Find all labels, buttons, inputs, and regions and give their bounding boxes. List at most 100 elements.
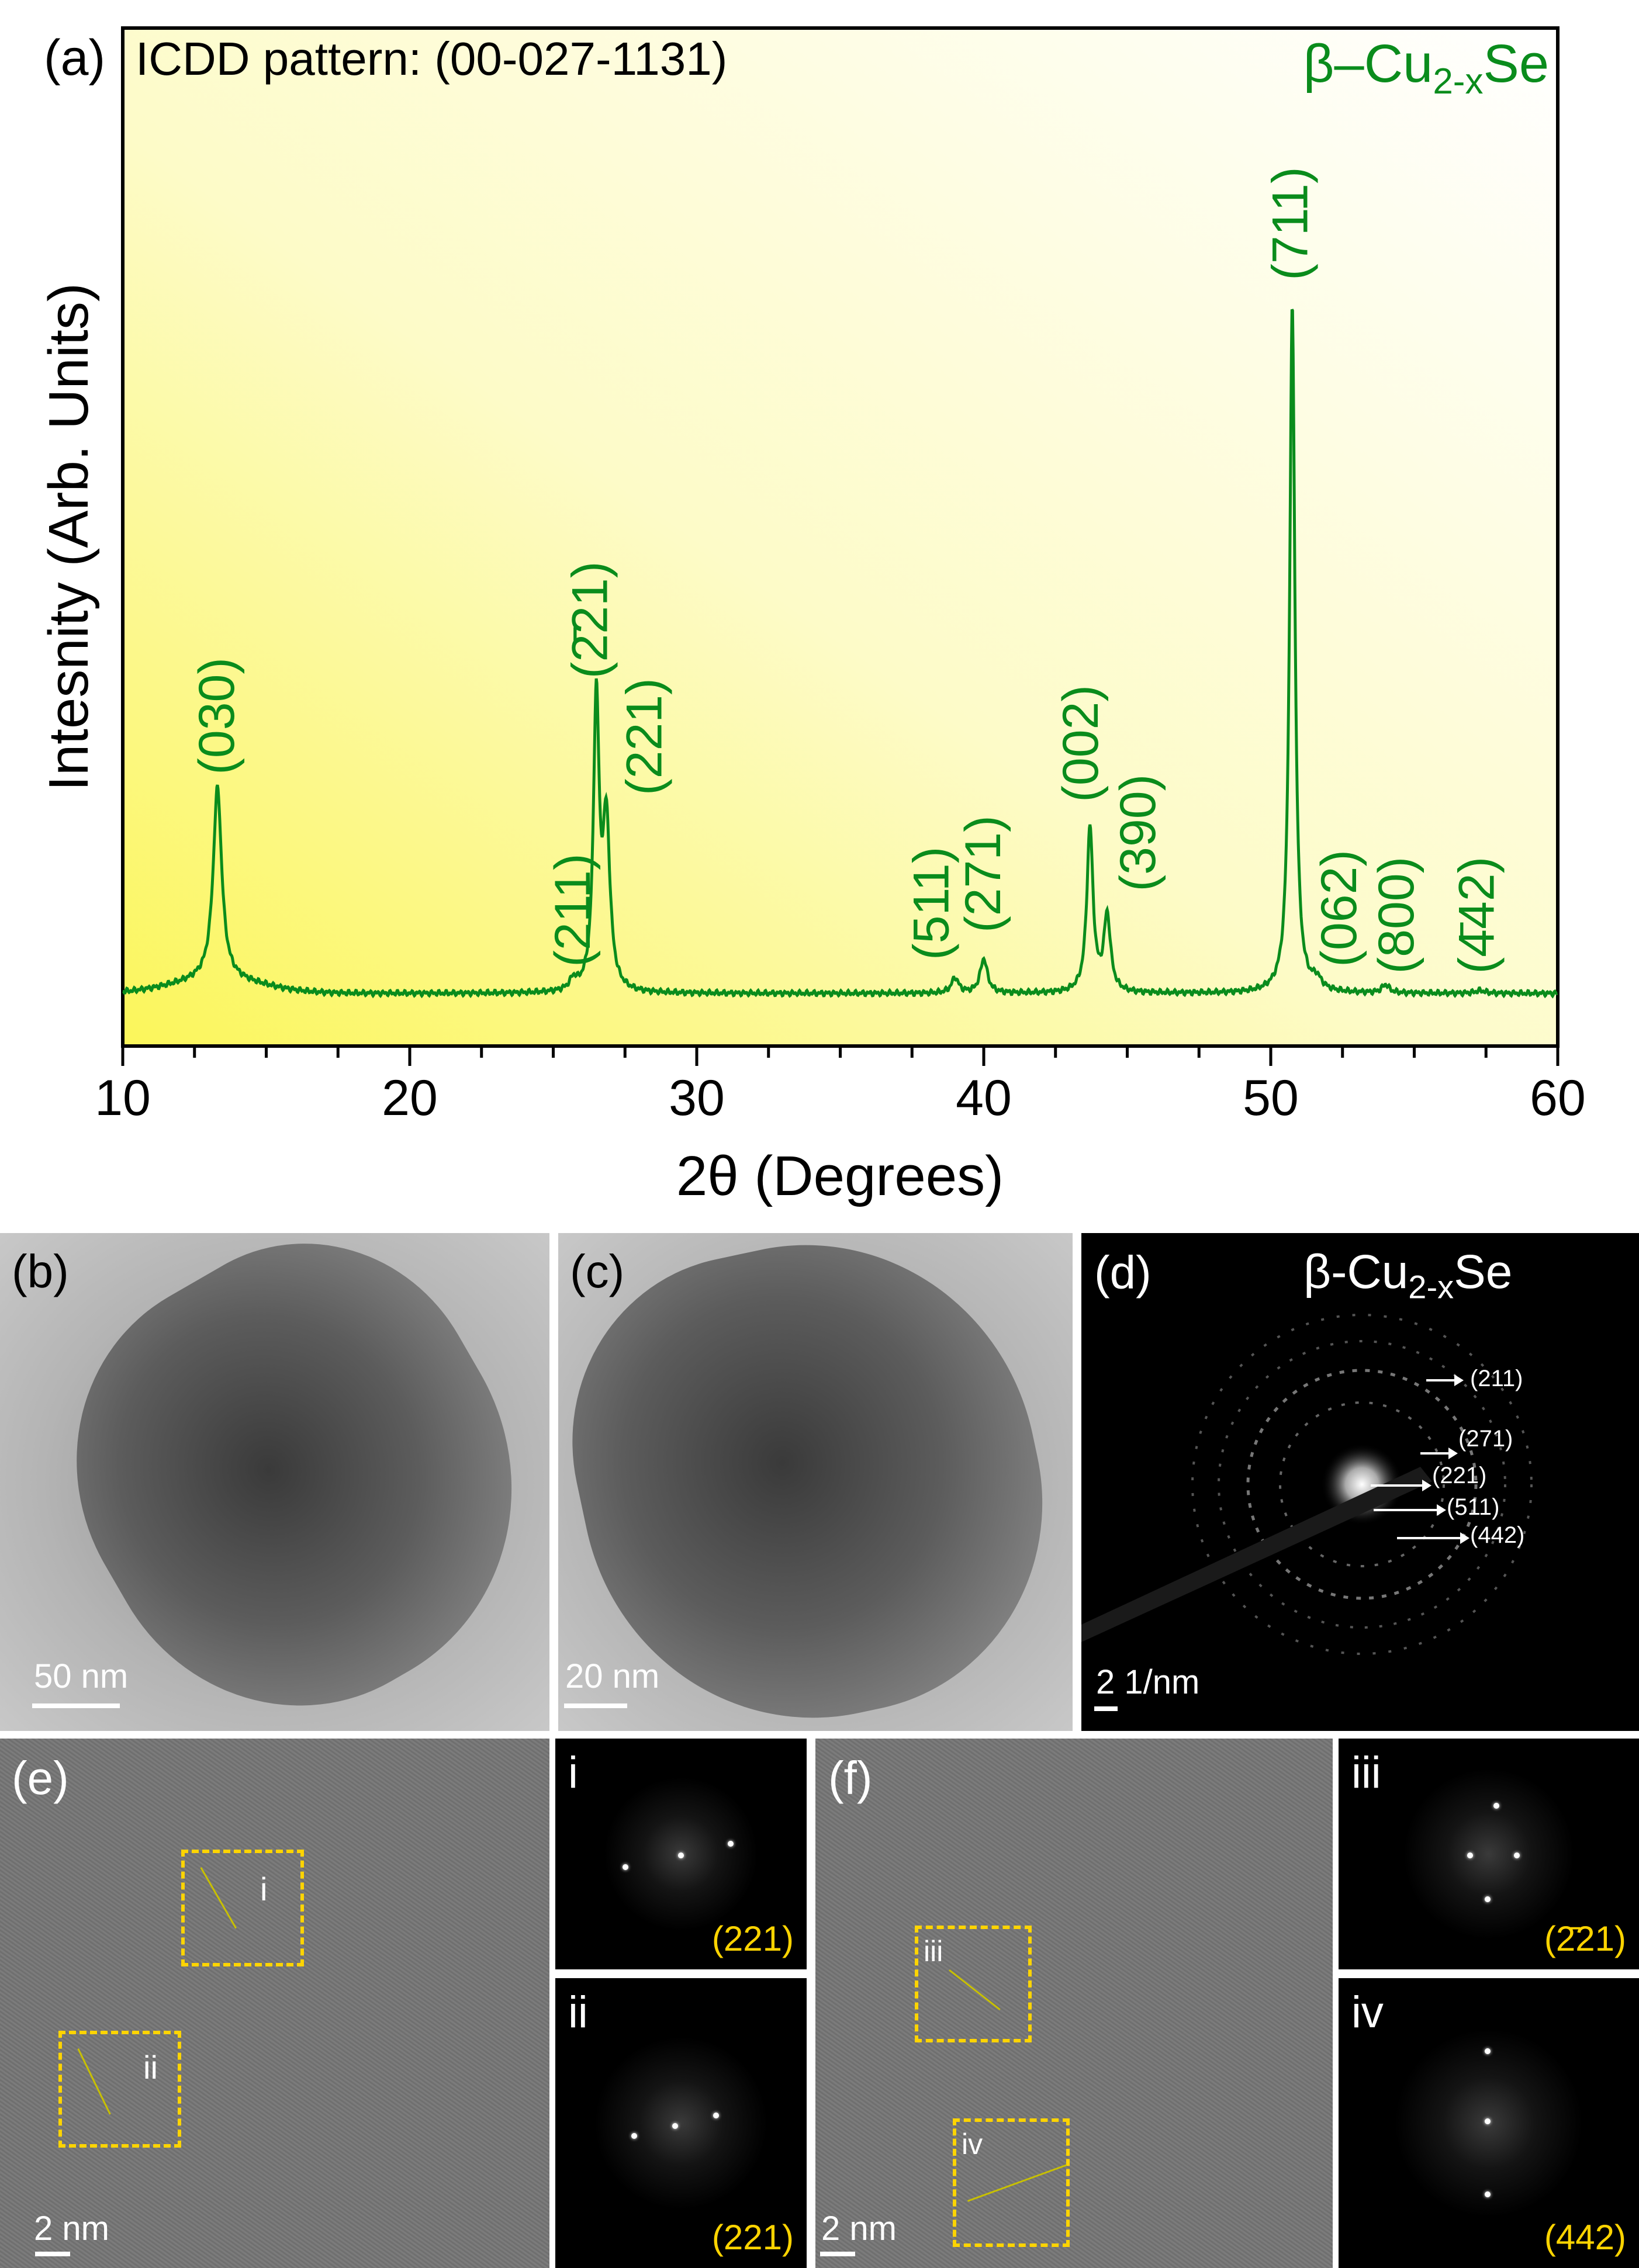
x-tick-label: 20 [382, 1070, 438, 1126]
scale-bar-label: 50 nm [34, 1657, 129, 1695]
fft-spot [1485, 2191, 1491, 2197]
ring-arrow [1397, 1532, 1469, 1544]
fft-plane-label: (2̄21) [1544, 1919, 1626, 1958]
panel-b-tem-image: (b) 50 nm [0, 1233, 549, 1731]
peak-label: (002) [1053, 685, 1109, 802]
fft-spot [1485, 1896, 1491, 1902]
x-tick-label: 40 [956, 1070, 1012, 1126]
fft-spot [631, 2133, 637, 2139]
panel-label-c: (c) [570, 1245, 625, 1297]
fft-spot [728, 1841, 734, 1847]
peak-label: (2̄21) [562, 561, 618, 678]
ring-arrow [1420, 1448, 1458, 1459]
x-tick-label: 10 [95, 1070, 151, 1126]
fft-plane-label: (221) [711, 2218, 794, 2257]
x-tick-label: 60 [1530, 1070, 1586, 1126]
xrd-chart: 10 20 30 40 50 60 (030)(211)(2̄21)(221)(511)(… [37, 26, 1586, 1207]
scale-bar [32, 1703, 120, 1708]
peak-label: (4̄42) [1449, 857, 1505, 974]
x-tick-label: 30 [669, 1070, 725, 1126]
diffraction-ring [1246, 1369, 1478, 1600]
scale-bar [564, 1703, 627, 1708]
x-axis-label: 2θ (Degrees) [676, 1145, 1004, 1207]
chart-title: ICDD pattern: (00-027-1131) [136, 33, 727, 85]
fft-spot [672, 2123, 678, 2129]
fft-spot [1493, 1803, 1499, 1809]
saed-rings [1081, 1314, 1533, 1655]
peak-label: (030) [189, 657, 245, 775]
scale-bar [820, 2252, 855, 2256]
panel-e-hrtem-image: (e) i ii 2 nm [0, 1739, 549, 2268]
diffraction-ring [1279, 1401, 1445, 1567]
beam-stopper [1081, 1467, 1432, 1642]
scale-bar-label: 20 nm [565, 1657, 660, 1695]
xrd-series-line [122, 309, 1558, 999]
ring-arrow [1426, 1374, 1464, 1386]
peak-label: (711) [1262, 167, 1318, 280]
panel-label-b: (b) [12, 1245, 69, 1297]
fft-spot [678, 1853, 684, 1858]
fft-spot [623, 1864, 628, 1870]
fft-label-iii: iii [1351, 1748, 1381, 1798]
panel-label-d: (d) [1094, 1246, 1152, 1299]
panel-label-f: (f) [828, 1752, 873, 1804]
roi-box-iii [915, 1926, 1032, 2042]
saed-phase-sub: 2-x [1408, 1268, 1454, 1306]
phase-sub: 2-x [1433, 61, 1483, 102]
saed-phase-main: β-Cu [1303, 1245, 1409, 1299]
roi-box-ii [58, 2031, 181, 2148]
roi-label-ii: ii [143, 2049, 158, 2086]
phase-label: β–Cu2-xSe [1303, 34, 1549, 102]
fft-plane-label: (221) [711, 1919, 794, 1958]
roi-label-i: i [260, 1871, 268, 1907]
peak-label: (800) [1368, 857, 1424, 974]
ring-arrow [1374, 1504, 1446, 1516]
scale-bar [35, 2252, 70, 2256]
panel-label-e: (e) [12, 1752, 69, 1804]
phase-tail: Se [1483, 34, 1549, 94]
scale-bar-label: 2 nm [821, 2210, 897, 2248]
peak-label: (062) [1311, 850, 1367, 967]
saed-phase-tail: Se [1454, 1245, 1513, 1299]
y-axis-label: Intesnity (Arb. Units) [37, 283, 100, 791]
peak-label: (221) [617, 678, 673, 795]
scale-bar-label: 2 nm [34, 2210, 109, 2248]
fft-spot [1485, 2048, 1491, 2054]
fft-panel-iv: iv (442) [1339, 1978, 1639, 2268]
plot-area [121, 26, 1560, 1048]
diffraction-ring [1191, 1314, 1533, 1655]
peak-label: (390) [1110, 774, 1166, 892]
panel-label-a: (a) [44, 30, 105, 86]
fft-spot [713, 2113, 719, 2118]
ring-label: (511) [1447, 1494, 1500, 1520]
fft-panel-iii: iii (2̄21) [1339, 1739, 1639, 1969]
fft-panel-ii: ii (221) [555, 1978, 807, 2268]
roi-label-iv: iv [962, 2128, 983, 2160]
fft-label-i: i [568, 1748, 578, 1798]
ring-label: (271) [1458, 1426, 1513, 1452]
diffraction-ring [1218, 1340, 1506, 1629]
phase-main: β–Cu [1303, 34, 1433, 94]
roi-label-iii: iii [924, 1935, 943, 1968]
fft-label-iv: iv [1351, 1987, 1384, 2037]
panel-f-hrtem-image: (f) iii iv 2 nm [815, 1739, 1333, 2268]
scale-bar-label: 2 1/nm [1096, 1663, 1200, 1701]
ring-label: (442) [1470, 1522, 1525, 1548]
peak-label: (511) [904, 847, 960, 960]
roi-box-iv [953, 2118, 1070, 2247]
ring-arrow [1371, 1480, 1431, 1491]
scale-bar [1094, 1706, 1118, 1711]
x-tick-label: 50 [1243, 1070, 1299, 1126]
ring-label: (221) [1432, 1463, 1487, 1488]
ring-label: (211) [1470, 1366, 1523, 1391]
roi-box-i [181, 1850, 304, 1966]
peak-label: (271) [955, 815, 1011, 933]
panel-d-saed-pattern: (d) β-Cu2-xSe (211) (271) (221) (511) (4… [1081, 1233, 1639, 1731]
fft-spot [1485, 2118, 1491, 2124]
fft-plane-label: (442) [1544, 2218, 1626, 2257]
fft-spot [1514, 1853, 1520, 1858]
fft-label-ii: ii [568, 1987, 588, 2037]
saed-phase-label: β-Cu2-xSe [1303, 1245, 1512, 1306]
panel-c-tem-image: (c) 20 nm [558, 1233, 1073, 1731]
fft-spot [1467, 1853, 1473, 1858]
